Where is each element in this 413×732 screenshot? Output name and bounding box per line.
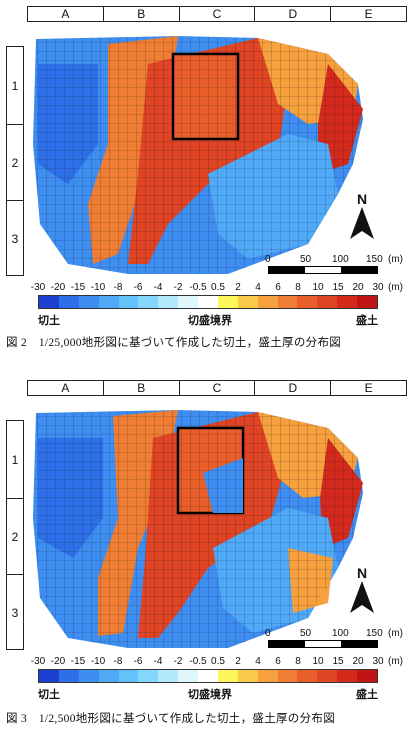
- legend-tick: 20: [352, 282, 364, 293]
- legend-colorbar: [38, 669, 378, 683]
- north-label: N: [356, 565, 368, 581]
- legend-cut-label: 切土: [38, 689, 60, 701]
- legend-tick: -20: [50, 282, 66, 293]
- legend-tick: -15: [70, 282, 86, 293]
- legend-fill-label: 盛土: [356, 689, 378, 701]
- legend-tick: 10: [312, 282, 324, 293]
- legend-colorbar: [38, 295, 378, 309]
- north-arrow-icon: [350, 207, 374, 239]
- legend-tick: -0.5: [189, 282, 207, 293]
- scale-tick: 100: [332, 254, 349, 265]
- column-label: B: [104, 7, 180, 21]
- scale-bar: 0 50 100 150 (m): [265, 254, 408, 274]
- legend-tick: -8: [113, 282, 123, 293]
- legend-tick: 0.5: [211, 656, 225, 667]
- legend-tick: -20: [50, 656, 66, 667]
- column-label: C: [180, 381, 256, 395]
- cut-fill-map: [33, 410, 363, 648]
- scale-tick: 100: [332, 628, 349, 639]
- column-label: A: [28, 381, 104, 395]
- figure-2: A B C D E 1 2 3 N 0 50 100 15: [0, 6, 413, 356]
- figure-3: A B C D E 1 2 3 N 0 50 10: [0, 380, 413, 730]
- legend-tick: -2: [173, 282, 183, 293]
- legend-tick: 15: [332, 282, 344, 293]
- column-label: D: [255, 381, 332, 395]
- scale-unit: (m): [388, 254, 403, 265]
- legend-tick: 4: [255, 656, 261, 667]
- scale-tick: 150: [366, 628, 383, 639]
- column-label: E: [364, 381, 373, 395]
- scale-tick: 50: [300, 254, 312, 265]
- figure-3-caption: 図 3 1/2,500地形図に基づいて作成した切土，盛土厚の分布図: [6, 713, 335, 725]
- legend-tick: 2: [235, 656, 241, 667]
- column-label: B: [104, 381, 180, 395]
- legend-boundary-label: 切盛境界: [188, 689, 232, 701]
- column-header: A B C D E: [27, 380, 407, 396]
- legend-tick: 6: [275, 656, 281, 667]
- row-label: 2: [7, 499, 23, 575]
- legend-tick: -30: [30, 656, 46, 667]
- legend-ticks: -30 -20 -15 -10 -8 -6 -4 -2 -0.5 0.5 2 4…: [28, 656, 388, 667]
- legend-tick: -6: [133, 656, 143, 667]
- scale-tick: 50: [300, 628, 312, 639]
- legend-tick: 4: [255, 282, 261, 293]
- scale-tick: 150: [366, 254, 383, 265]
- legend-tick: -10: [90, 656, 106, 667]
- north-arrow: N: [350, 191, 374, 242]
- legend-tick: -30: [30, 282, 46, 293]
- legend-unit: (m): [388, 656, 403, 667]
- legend-tick: 8: [295, 282, 301, 293]
- column-header: A B C D E: [27, 6, 407, 22]
- legend-fill-label: 盛土: [356, 315, 378, 327]
- legend-tick: 6: [275, 282, 281, 293]
- scale-tick: 0: [265, 628, 271, 639]
- legend-tick: 8: [295, 656, 301, 667]
- north-arrow-icon: [350, 581, 374, 613]
- scale-bar: 0 50 100 150 (m): [265, 628, 408, 648]
- row-label: 1: [7, 47, 23, 125]
- legend-tick: -15: [70, 656, 86, 667]
- legend-tick: 30: [372, 282, 384, 293]
- scale-unit: (m): [388, 628, 403, 639]
- row-label: 2: [7, 125, 23, 201]
- legend-boundary-label: 切盛境界: [188, 315, 232, 327]
- row-label: 3: [11, 232, 19, 246]
- column-label: D: [255, 7, 332, 21]
- legend-tick: -4: [153, 656, 163, 667]
- legend-tick: 20: [352, 656, 364, 667]
- figure-2-caption: 図 2 1/25,000地形図に基づいて作成した切土，盛土厚の分布図: [6, 337, 342, 349]
- legend-tick: 10: [312, 656, 324, 667]
- legend-tick: 15: [332, 656, 344, 667]
- legend-tick: 0.5: [211, 282, 225, 293]
- legend-tick: -8: [113, 656, 123, 667]
- legend-ticks: -30 -20 -15 -10 -8 -6 -4 -2 -0.5 0.5 2 4…: [28, 282, 388, 293]
- row-label: 3: [11, 606, 19, 620]
- column-label: E: [364, 7, 373, 21]
- row-label: 1: [7, 421, 23, 499]
- row-header: 1 2 3: [6, 46, 24, 276]
- legend-tick: 2: [235, 282, 241, 293]
- legend-tick: -4: [153, 282, 163, 293]
- north-arrow: N: [350, 565, 374, 616]
- legend-tick: 30: [372, 656, 384, 667]
- column-label: C: [180, 7, 256, 21]
- legend-tick: -2: [173, 656, 183, 667]
- column-label: A: [28, 7, 104, 21]
- legend-tick: -6: [133, 282, 143, 293]
- north-label: N: [356, 191, 368, 207]
- row-header: 1 2 3: [6, 420, 24, 650]
- legend-tick: -10: [90, 282, 106, 293]
- legend-unit: (m): [388, 282, 403, 293]
- cut-fill-map: [33, 36, 363, 274]
- scale-tick: 0: [265, 254, 271, 265]
- legend-cut-label: 切土: [38, 315, 60, 327]
- legend-tick: -0.5: [189, 656, 207, 667]
